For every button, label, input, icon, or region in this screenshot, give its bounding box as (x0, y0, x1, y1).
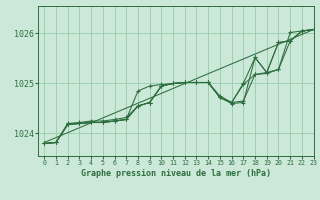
X-axis label: Graphe pression niveau de la mer (hPa): Graphe pression niveau de la mer (hPa) (81, 169, 271, 178)
